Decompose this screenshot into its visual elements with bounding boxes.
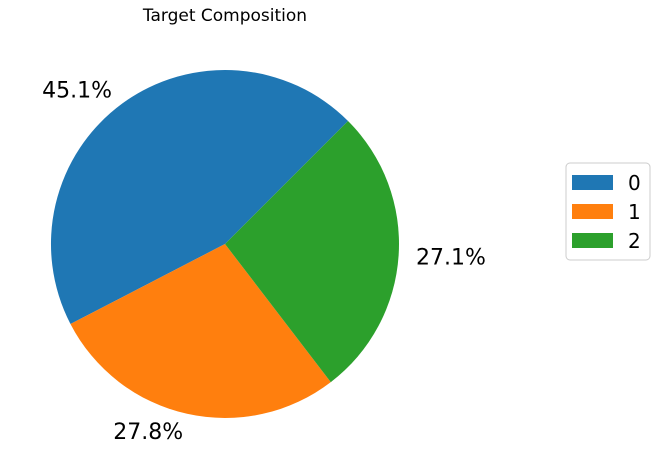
legend-label-2: 2 — [628, 229, 641, 253]
legend-label-1: 1 — [628, 200, 641, 224]
legend-label-0: 0 — [628, 171, 641, 195]
pie-slices — [50, 69, 400, 419]
pie-slice-0 — [50, 69, 349, 324]
pie-slice-1 — [70, 244, 331, 419]
pie-slice-2 — [225, 120, 400, 383]
pie-label-2: 27.1% — [416, 246, 486, 271]
pie-labels: 45.1% 27.8% 27.1% — [42, 79, 486, 445]
legend-swatch-1 — [572, 204, 613, 219]
legend-swatch-0 — [572, 175, 613, 190]
legend-entries: 0 1 2 — [572, 171, 641, 253]
pie-label-1: 27.8% — [113, 420, 183, 445]
chart-title: Target Composition — [142, 6, 307, 26]
legend: 0 1 2 — [565, 162, 651, 261]
legend-swatch-2 — [572, 233, 613, 248]
pie-label-0: 45.1% — [42, 79, 112, 104]
